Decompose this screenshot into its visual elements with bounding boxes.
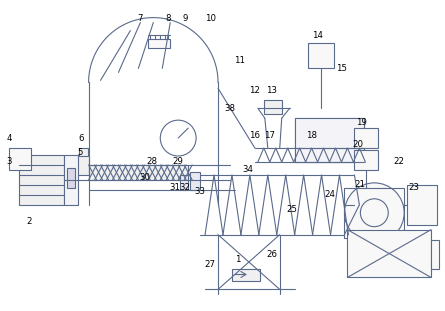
Text: 32: 32 — [180, 183, 190, 193]
Text: 11: 11 — [235, 56, 246, 65]
Text: 26: 26 — [266, 250, 277, 259]
Circle shape — [360, 199, 388, 227]
Bar — [19, 155, 64, 205]
Circle shape — [344, 183, 404, 243]
Bar — [79, 148, 88, 156]
Text: 9: 9 — [182, 14, 188, 23]
Bar — [9, 148, 31, 170]
Bar — [344, 188, 404, 238]
Text: 19: 19 — [356, 118, 367, 127]
Bar — [148, 39, 170, 49]
Text: 29: 29 — [173, 157, 184, 166]
Bar — [354, 150, 378, 170]
Text: 33: 33 — [194, 187, 206, 196]
Text: 14: 14 — [312, 31, 323, 40]
Bar — [232, 270, 260, 281]
Bar — [295, 118, 364, 162]
Bar — [407, 185, 437, 225]
Bar — [264, 100, 282, 114]
Text: 10: 10 — [205, 14, 215, 23]
Text: 7: 7 — [138, 14, 143, 23]
Text: 4: 4 — [6, 134, 12, 142]
Text: 22: 22 — [394, 157, 405, 166]
Bar — [64, 155, 77, 205]
Text: 27: 27 — [205, 260, 215, 269]
Text: 38: 38 — [224, 104, 235, 113]
Text: 3: 3 — [6, 157, 12, 166]
Bar — [348, 230, 431, 277]
Text: 21: 21 — [354, 180, 365, 189]
Text: 8: 8 — [166, 14, 171, 23]
Text: 2: 2 — [26, 217, 32, 226]
Text: 12: 12 — [249, 86, 260, 95]
Bar — [190, 172, 200, 190]
Text: 28: 28 — [147, 157, 158, 166]
Text: 20: 20 — [352, 140, 363, 149]
Text: 30: 30 — [140, 174, 151, 182]
Text: 5: 5 — [78, 147, 83, 156]
Bar — [295, 118, 364, 162]
Text: 18: 18 — [306, 131, 317, 140]
Bar — [89, 165, 188, 180]
Text: 17: 17 — [264, 131, 275, 140]
Text: 16: 16 — [249, 131, 260, 140]
Bar — [307, 43, 333, 68]
Text: 23: 23 — [409, 183, 420, 193]
Text: 1: 1 — [235, 255, 241, 264]
Bar — [354, 128, 378, 148]
Bar — [67, 168, 75, 188]
Text: 6: 6 — [78, 134, 83, 142]
Text: 24: 24 — [324, 190, 335, 199]
Text: 31: 31 — [170, 183, 181, 193]
Bar — [431, 239, 439, 270]
Bar — [180, 175, 188, 190]
Text: 25: 25 — [286, 205, 297, 214]
Bar — [76, 155, 89, 175]
Text: 15: 15 — [336, 64, 347, 73]
Text: 13: 13 — [266, 86, 277, 95]
Text: 34: 34 — [243, 165, 253, 174]
